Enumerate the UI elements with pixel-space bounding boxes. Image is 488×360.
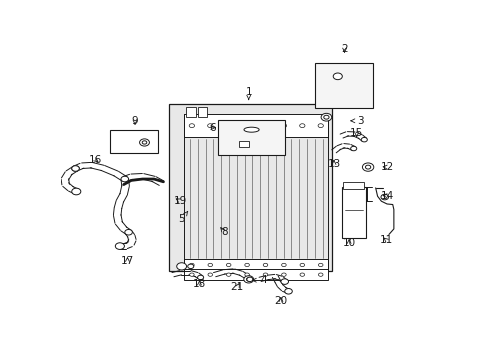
Circle shape xyxy=(207,263,212,267)
Text: 15: 15 xyxy=(349,128,363,138)
Circle shape xyxy=(317,124,323,127)
Text: 13: 13 xyxy=(326,159,340,169)
Circle shape xyxy=(226,273,230,276)
Text: 2: 2 xyxy=(341,44,347,54)
Circle shape xyxy=(300,273,304,276)
Text: 3: 3 xyxy=(350,116,363,126)
Bar xyxy=(218,120,284,155)
Bar xyxy=(341,186,366,238)
Circle shape xyxy=(207,124,212,127)
Circle shape xyxy=(207,273,212,276)
Circle shape xyxy=(361,138,366,142)
Circle shape xyxy=(189,124,194,127)
Circle shape xyxy=(225,124,231,127)
Bar xyxy=(238,141,248,147)
Circle shape xyxy=(284,288,292,294)
Circle shape xyxy=(176,263,186,270)
Circle shape xyxy=(318,273,323,276)
Circle shape xyxy=(115,243,124,249)
Text: 21: 21 xyxy=(230,282,244,292)
Circle shape xyxy=(318,263,323,267)
Circle shape xyxy=(246,278,250,281)
Circle shape xyxy=(197,275,203,280)
Circle shape xyxy=(350,146,356,151)
Circle shape xyxy=(299,124,305,127)
Circle shape xyxy=(281,279,287,284)
Circle shape xyxy=(124,229,132,235)
Text: 10: 10 xyxy=(342,238,355,248)
Circle shape xyxy=(244,124,249,127)
Text: 18: 18 xyxy=(192,279,205,289)
Bar xyxy=(314,63,372,108)
Text: 12: 12 xyxy=(381,162,394,172)
Bar xyxy=(184,260,327,270)
Circle shape xyxy=(280,279,288,284)
Circle shape xyxy=(281,263,285,267)
Text: 19: 19 xyxy=(174,196,187,206)
Circle shape xyxy=(263,263,267,267)
Circle shape xyxy=(285,289,291,293)
Bar xyxy=(186,107,195,117)
Circle shape xyxy=(244,263,249,267)
Bar xyxy=(184,114,327,138)
Circle shape xyxy=(244,273,249,276)
Text: 9: 9 xyxy=(131,116,138,126)
Circle shape xyxy=(321,113,331,121)
Circle shape xyxy=(263,124,267,127)
Text: 17: 17 xyxy=(121,256,134,266)
Circle shape xyxy=(226,263,230,267)
Ellipse shape xyxy=(244,127,259,132)
Bar xyxy=(184,269,327,280)
Text: 20: 20 xyxy=(274,296,287,306)
Circle shape xyxy=(281,124,286,127)
Circle shape xyxy=(139,139,149,146)
Text: 14: 14 xyxy=(381,191,394,201)
Circle shape xyxy=(72,166,79,171)
Circle shape xyxy=(237,136,249,145)
Text: 11: 11 xyxy=(379,235,392,245)
Circle shape xyxy=(248,125,261,134)
Text: 4: 4 xyxy=(252,275,266,285)
Circle shape xyxy=(263,273,267,276)
Circle shape xyxy=(362,163,373,171)
Circle shape xyxy=(246,277,252,282)
Circle shape xyxy=(187,264,193,269)
Circle shape xyxy=(365,165,370,169)
Circle shape xyxy=(72,188,81,195)
Text: 1: 1 xyxy=(245,87,251,100)
Bar xyxy=(343,183,364,189)
Circle shape xyxy=(189,263,194,267)
Bar xyxy=(110,130,158,153)
Circle shape xyxy=(121,176,128,182)
Circle shape xyxy=(300,263,304,267)
Circle shape xyxy=(72,189,80,194)
Circle shape xyxy=(142,141,146,144)
Circle shape xyxy=(116,243,123,249)
Text: 6: 6 xyxy=(209,123,216,133)
Circle shape xyxy=(323,115,328,119)
Bar xyxy=(197,107,206,117)
Circle shape xyxy=(189,273,194,276)
Text: 8: 8 xyxy=(220,227,227,237)
Circle shape xyxy=(332,73,342,80)
Text: 5: 5 xyxy=(178,211,187,224)
Bar xyxy=(169,104,331,270)
Circle shape xyxy=(72,166,79,171)
Circle shape xyxy=(244,276,253,283)
Text: 16: 16 xyxy=(88,155,102,165)
Circle shape xyxy=(281,273,285,276)
Circle shape xyxy=(380,194,388,200)
Text: 7: 7 xyxy=(267,123,274,133)
